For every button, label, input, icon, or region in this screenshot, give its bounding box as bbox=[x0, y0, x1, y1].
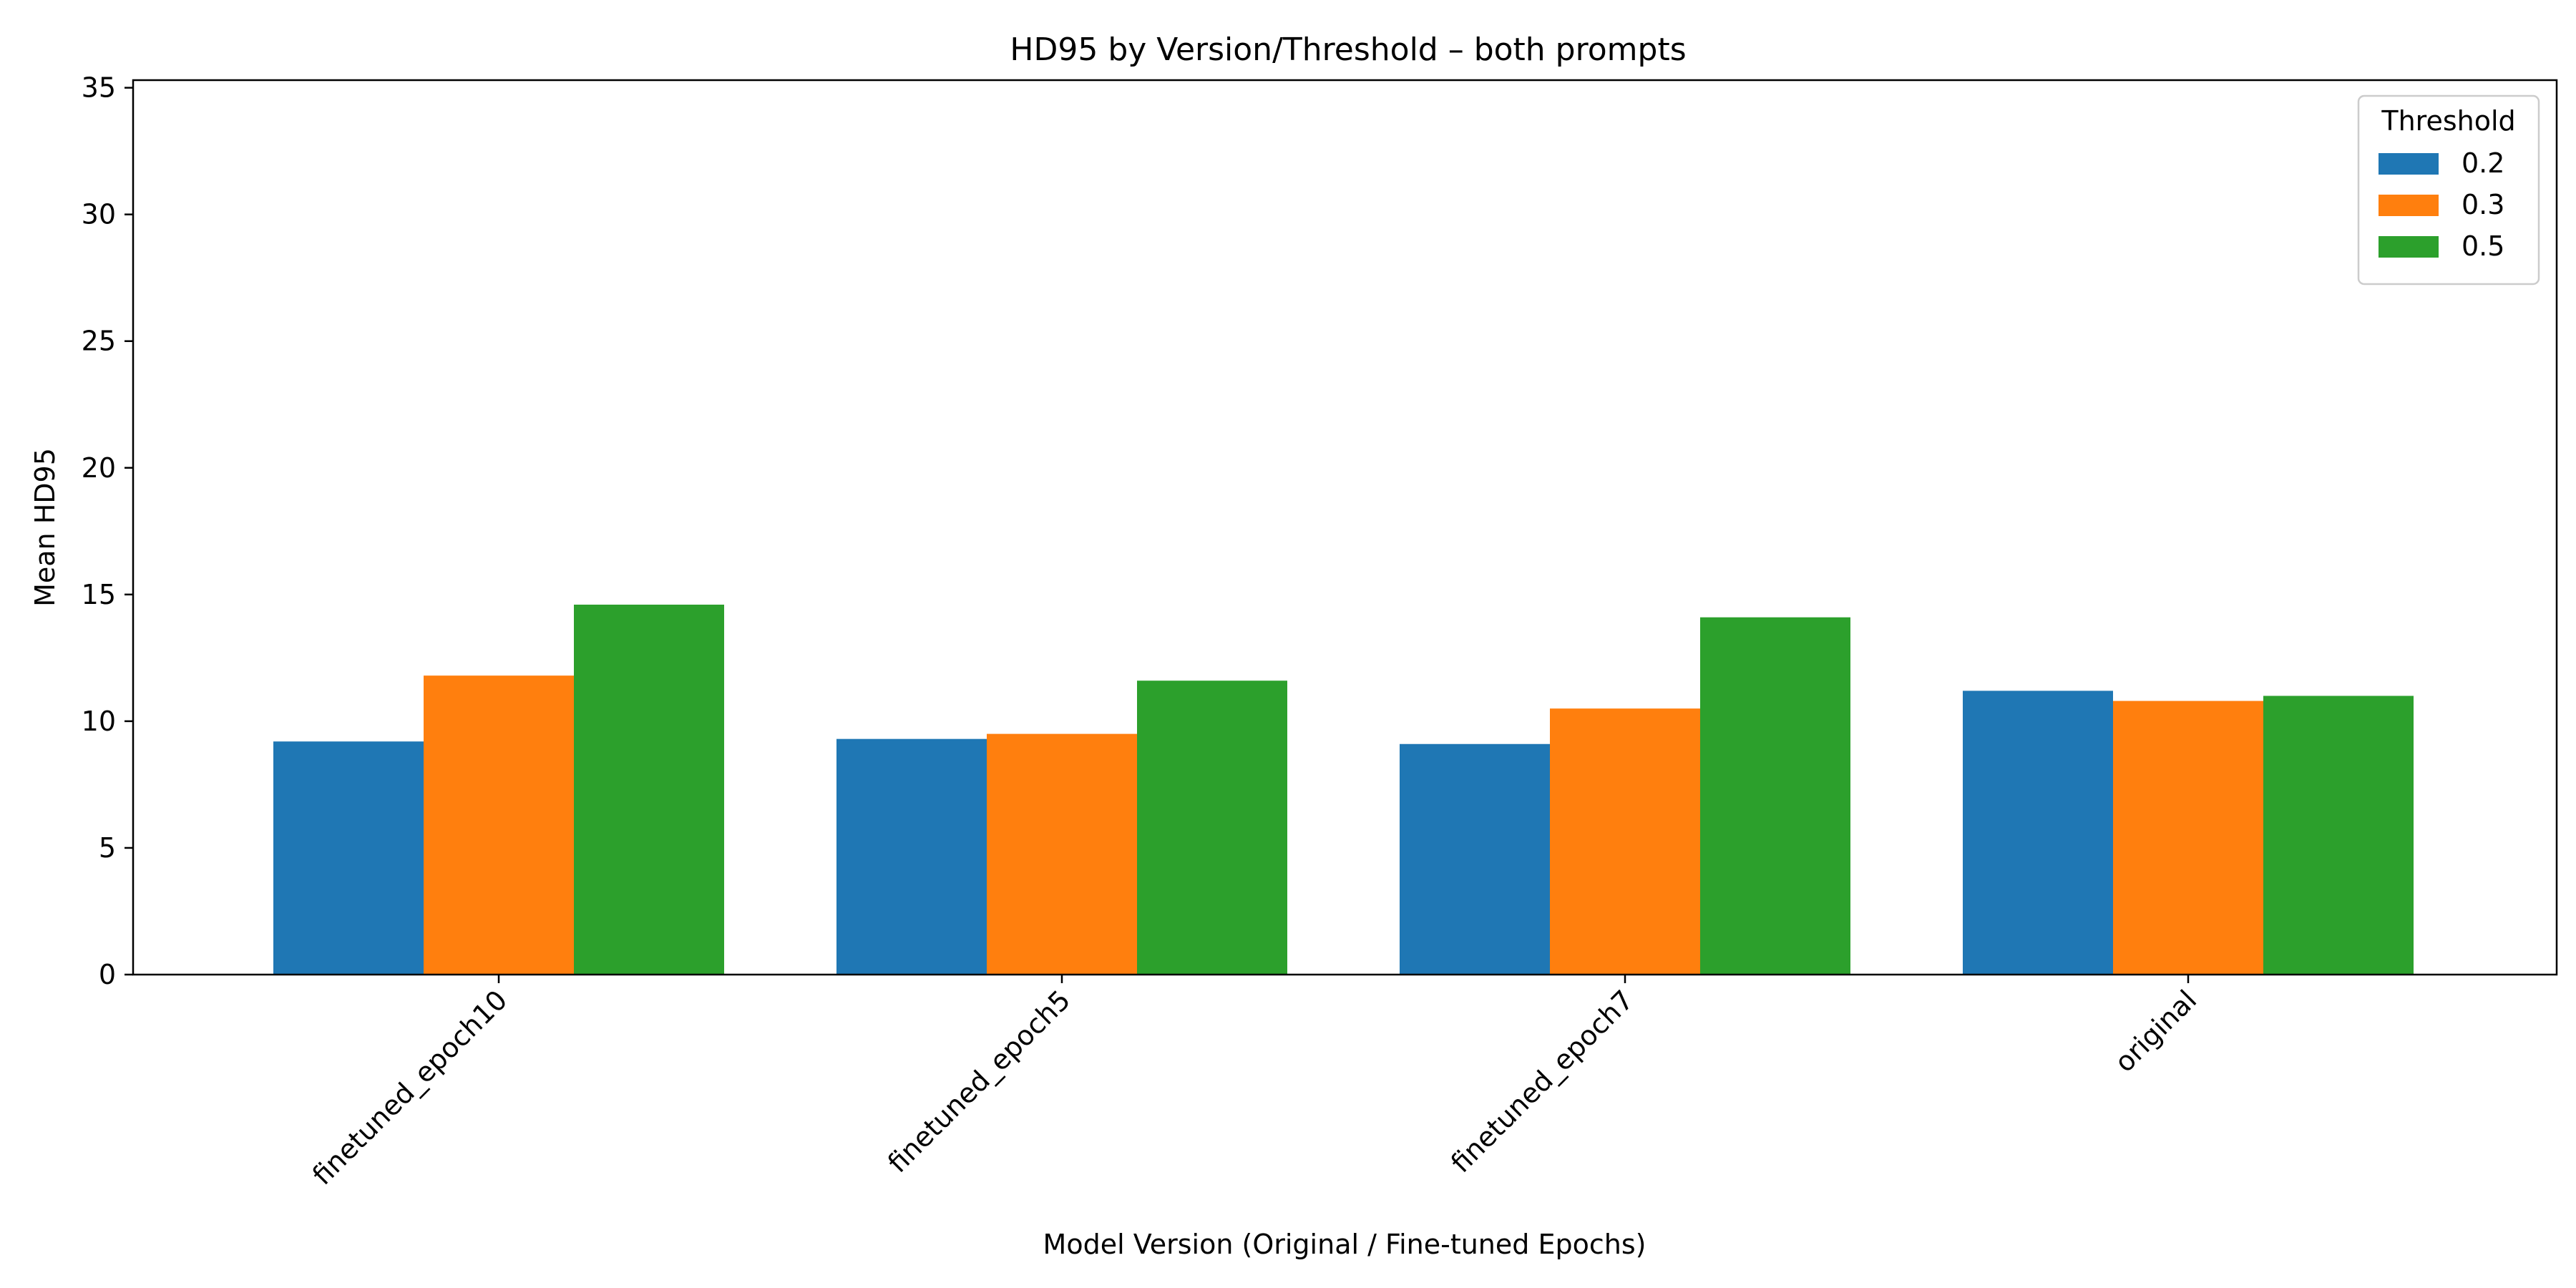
bar-finetuned_epoch10-0.5 bbox=[574, 605, 724, 975]
legend-label-0.2: 0.2 bbox=[2462, 147, 2504, 179]
chart-title: HD95 by Version/Threshold – both prompts bbox=[1010, 31, 1686, 68]
y-tick-label: 5 bbox=[99, 832, 116, 864]
bars-layer bbox=[273, 605, 2414, 975]
legend-label-0.5: 0.5 bbox=[2462, 230, 2504, 262]
y-tick-label: 35 bbox=[82, 72, 116, 104]
y-tick-label: 15 bbox=[82, 579, 116, 610]
bar-original-0.2 bbox=[1963, 691, 2113, 975]
bar-finetuned_epoch7-0.5 bbox=[1700, 617, 1850, 975]
legend-swatch-0.2 bbox=[2379, 153, 2439, 175]
bar-finetuned_epoch7-0.3 bbox=[1550, 708, 1700, 975]
plot-frame bbox=[132, 79, 2558, 976]
x-axis-label: Model Version (Original / Fine-tuned Epo… bbox=[1043, 1229, 1646, 1260]
legend-label-0.3: 0.3 bbox=[2462, 189, 2504, 220]
bar-finetuned_epoch5-0.2 bbox=[836, 738, 987, 975]
legend-swatch-0.5 bbox=[2379, 236, 2439, 258]
bar-original-0.5 bbox=[2263, 696, 2414, 975]
bar-finetuned_epoch7-0.2 bbox=[1400, 743, 1550, 975]
bar-finetuned_epoch5-0.3 bbox=[987, 733, 1137, 975]
y-tick-label: 20 bbox=[82, 452, 116, 484]
legend-title: Threshold bbox=[2381, 105, 2515, 137]
legend-swatch-0.3 bbox=[2379, 195, 2439, 216]
bar-finetuned_epoch5-0.5 bbox=[1137, 680, 1287, 975]
bar-finetuned_epoch10-0.3 bbox=[424, 675, 574, 975]
y-tick-label: 0 bbox=[99, 959, 116, 990]
y-axis: 0 5 10 15 20 25 30 35 bbox=[82, 72, 133, 990]
y-tick-label: 25 bbox=[82, 326, 116, 357]
y-axis-label: Mean HD95 bbox=[29, 448, 61, 607]
bar-finetuned_epoch10-0.2 bbox=[273, 741, 424, 975]
legend: Threshold 0.2 0.3 0.5 bbox=[2357, 94, 2540, 286]
y-tick-label: 30 bbox=[82, 199, 116, 230]
bar-original-0.3 bbox=[2113, 701, 2263, 975]
y-tick-label: 10 bbox=[82, 706, 116, 737]
